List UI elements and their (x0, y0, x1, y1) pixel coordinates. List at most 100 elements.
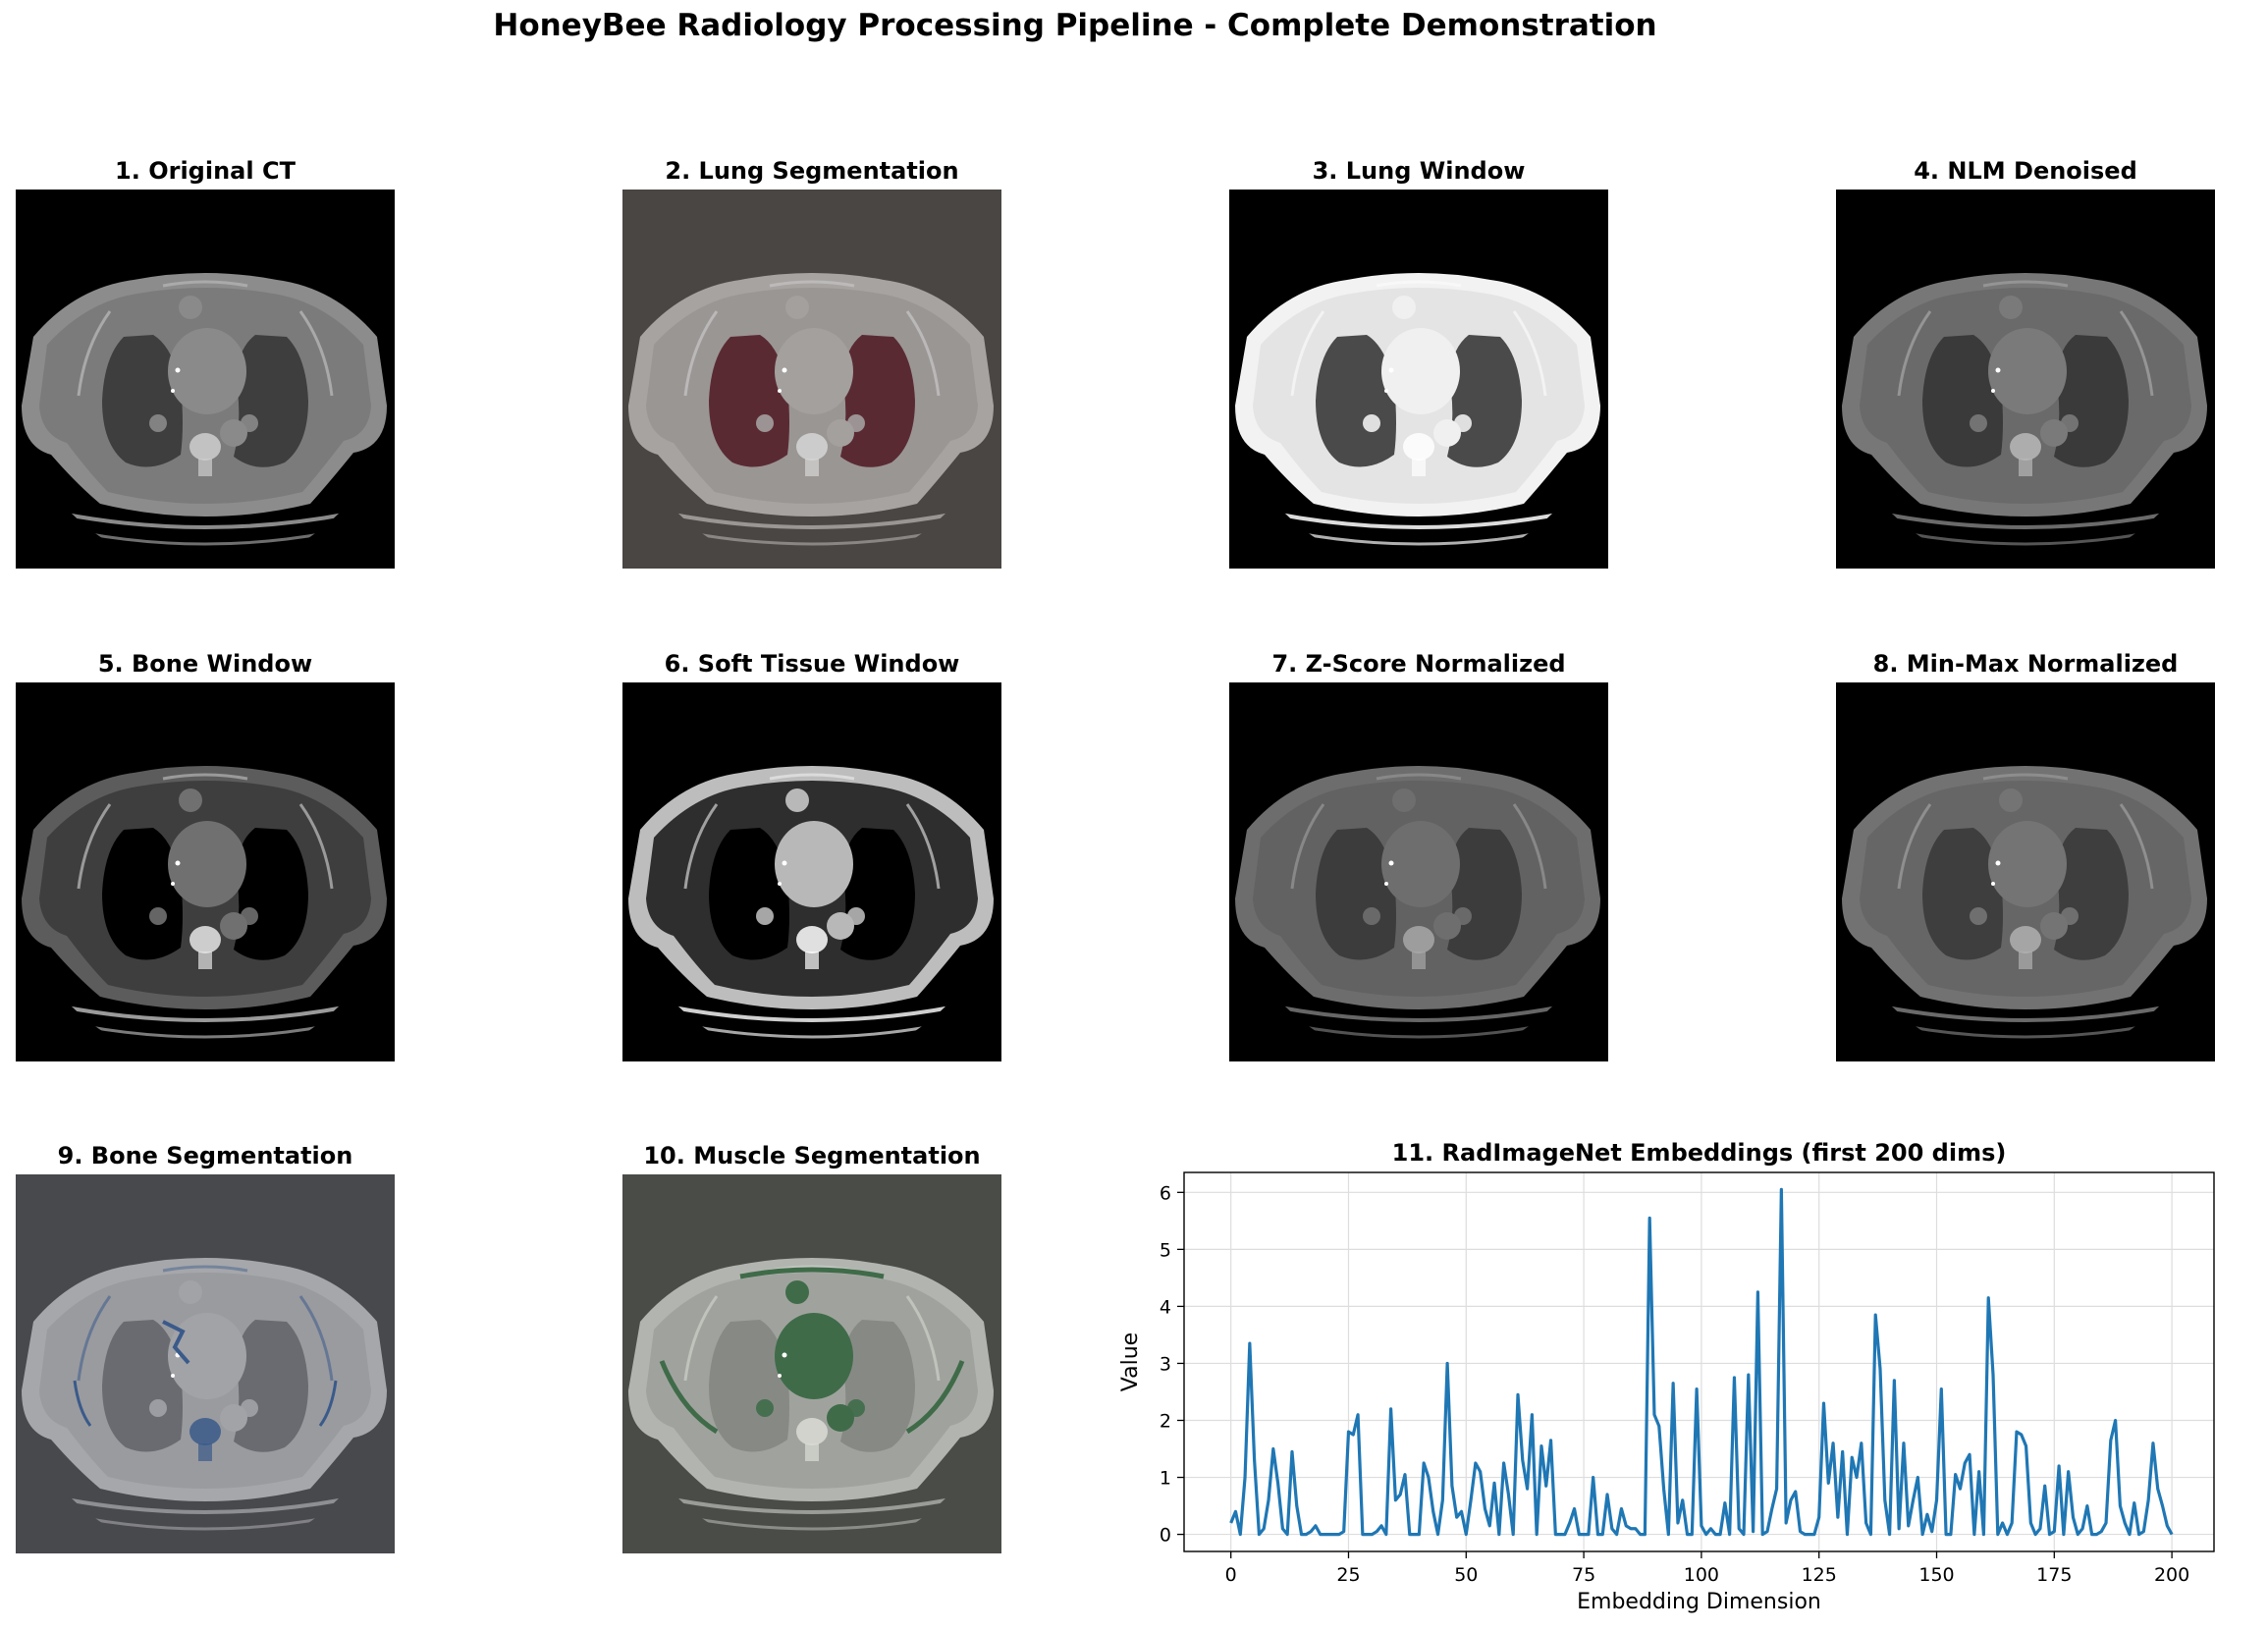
ct-descending-aorta (827, 912, 854, 940)
ct-spinal-process (2019, 951, 2032, 969)
muscle-mask (739, 1267, 885, 1279)
ct-rib (905, 1295, 941, 1382)
ct-scan-slice (22, 273, 387, 546)
ct-spinal-process (1412, 951, 1426, 969)
panel-title: 9. Bone Segmentation (57, 1142, 353, 1169)
ct-hilum (149, 907, 167, 925)
y-tick-label: 5 (1160, 1239, 1171, 1261)
y-tick-label: 6 (1160, 1182, 1171, 1204)
ct-table (60, 1496, 351, 1514)
ct-image (622, 682, 1001, 1061)
ct-image (16, 190, 395, 569)
ct-scan-slice (628, 273, 994, 546)
ct-rib (1290, 803, 1325, 890)
ct-contrast-dot (782, 1352, 787, 1358)
ct-hilum (847, 1399, 865, 1417)
ct-scan-slice (22, 766, 387, 1039)
ct-descending-aorta (220, 419, 247, 447)
ct-contrast-dot (778, 1374, 782, 1378)
ct-descending-aorta (220, 912, 247, 940)
ct-sternum (162, 280, 248, 288)
ct-aorta (785, 788, 809, 812)
ct-right-lung (102, 1320, 183, 1452)
ct-contrast-dot (175, 367, 181, 373)
chart-series (1229, 1187, 2174, 1537)
ct-vertebra (796, 433, 828, 461)
ct-table (690, 1516, 934, 1531)
ct-hilum (149, 1399, 167, 1417)
ct-image (1229, 682, 1608, 1061)
ct-hilum (1454, 414, 1472, 432)
ct-right-lung (102, 335, 183, 467)
ct-rib (298, 310, 334, 397)
ct-contrast-dot (1995, 860, 2001, 866)
ct-vertebra (189, 1418, 221, 1445)
ct-vertebra (189, 433, 221, 461)
ct-heart (1381, 821, 1460, 907)
ct-vertebra (1403, 433, 1434, 461)
ct-hilum (847, 907, 865, 925)
ct-rib (1897, 803, 1932, 890)
ct-table (60, 512, 351, 529)
x-tick-label: 175 (2036, 1564, 2072, 1586)
ct-descending-aorta (2040, 419, 2068, 447)
ct-right-lung (102, 828, 183, 960)
ct-rib (2119, 803, 2154, 890)
ct-spinal-process (805, 459, 819, 476)
ct-contrast-dot (171, 389, 175, 393)
panel-title: 5. Bone Window (97, 650, 313, 678)
ct-table (1297, 531, 1540, 546)
ct-left-lung (840, 828, 915, 960)
ct-vertebra (1403, 926, 1434, 953)
ct-right-lung (709, 335, 789, 467)
ct-hilum (241, 907, 258, 925)
ct-hilum (756, 1399, 774, 1417)
x-tick-label: 125 (1802, 1564, 1837, 1586)
ct-heart (168, 328, 246, 414)
ct-spinal-process (198, 459, 212, 476)
ct-vertebra (796, 926, 828, 953)
ct-contrast-dot (175, 860, 181, 866)
muscle-mask (905, 1360, 965, 1435)
ct-table (1904, 531, 2147, 546)
ct-image (1836, 682, 2215, 1061)
ct-table (1880, 512, 2171, 529)
ct-hilum (756, 907, 774, 925)
ct-hilum (1454, 907, 1472, 925)
ct-scan-slice (1235, 273, 1600, 546)
ct-scan-slice (1842, 766, 2207, 1039)
x-tick-label: 50 (1454, 1564, 1478, 1586)
ct-left-lung (840, 1320, 915, 1452)
ct-sternum (769, 280, 855, 288)
ct-aorta (179, 788, 202, 812)
ct-right-lung (1316, 335, 1396, 467)
ct-vertebra (189, 926, 221, 953)
bone-mask (318, 1380, 338, 1427)
x-tick-label: 100 (1684, 1564, 1719, 1586)
y-tick-label: 2 (1160, 1410, 1171, 1432)
bone-mask (162, 1320, 190, 1365)
ct-vertebra (2010, 926, 2041, 953)
ct-aorta (1999, 788, 2023, 812)
ct-descending-aorta (2040, 912, 2068, 940)
ct-descending-aorta (827, 1404, 854, 1432)
ct-image (16, 682, 395, 1061)
ct-vertebra (796, 1418, 828, 1445)
ct-rib (1512, 310, 1547, 397)
ct-left-lung (234, 828, 308, 960)
ct-hilum (241, 414, 258, 432)
ct-image (622, 1174, 1001, 1553)
ct-table (690, 1024, 934, 1039)
plot-frame (1183, 1171, 2215, 1552)
ct-sternum (1982, 280, 2069, 288)
ct-left-lung (1447, 335, 1522, 467)
ct-table (83, 1516, 327, 1531)
ct-contrast-dot (1388, 367, 1394, 373)
ct-table (1273, 1005, 1564, 1022)
ct-rib (1290, 310, 1325, 397)
ct-table (83, 531, 327, 546)
ct-table (60, 1005, 351, 1022)
ct-table (1880, 1005, 2171, 1022)
ct-spinal-process (805, 951, 819, 969)
ct-contrast-dot (1995, 367, 2001, 373)
